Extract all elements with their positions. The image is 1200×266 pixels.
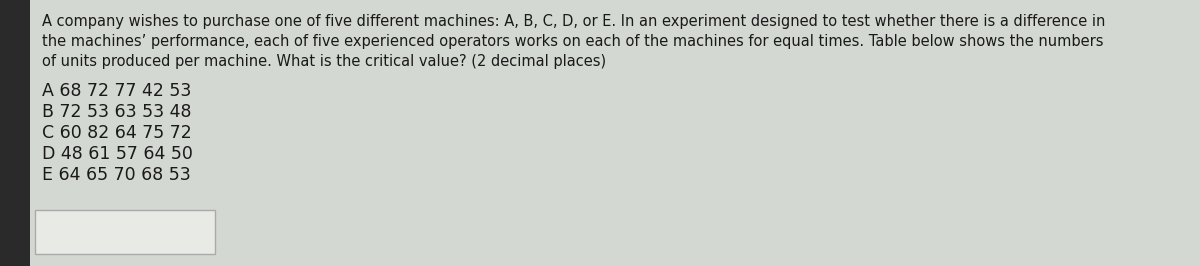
Text: of units produced per machine. What is the critical value? (2 decimal places): of units produced per machine. What is t… bbox=[42, 54, 606, 69]
Bar bbox=[35, 210, 215, 254]
Text: the machines’ performance, each of five experienced operators works on each of t: the machines’ performance, each of five … bbox=[42, 34, 1104, 49]
Text: B 72 53 63 53 48: B 72 53 63 53 48 bbox=[42, 103, 192, 121]
Text: D 48 61 57 64 50: D 48 61 57 64 50 bbox=[42, 145, 193, 163]
Text: E 64 65 70 68 53: E 64 65 70 68 53 bbox=[42, 166, 191, 184]
Bar bbox=[0, 0, 30, 266]
Text: A 68 72 77 42 53: A 68 72 77 42 53 bbox=[42, 82, 191, 100]
Text: A company wishes to purchase one of five different machines: A, B, C, D, or E. I: A company wishes to purchase one of five… bbox=[42, 14, 1105, 29]
Text: C 60 82 64 75 72: C 60 82 64 75 72 bbox=[42, 124, 192, 142]
